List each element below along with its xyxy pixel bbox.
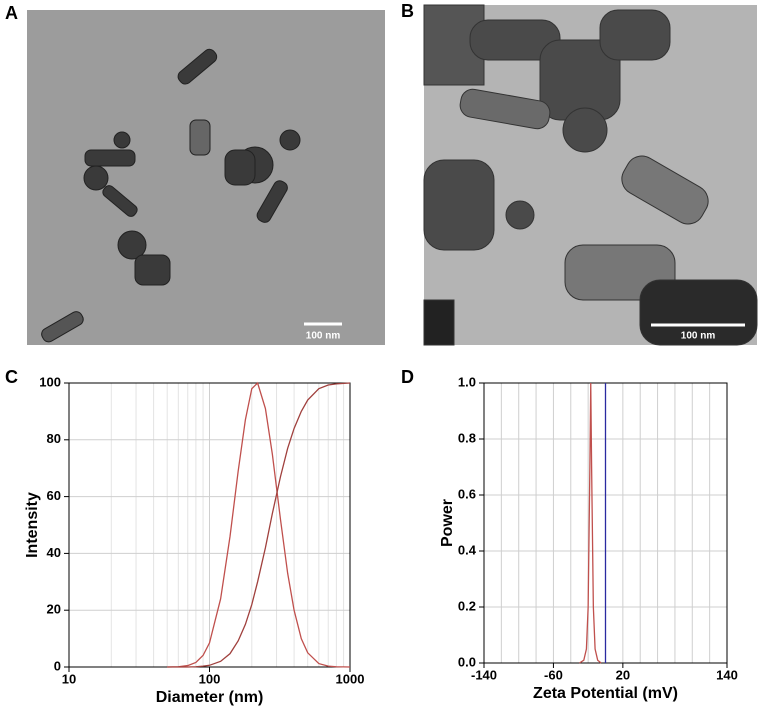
x-tick-label: 20 <box>616 667 630 682</box>
y-tick-label: 40 <box>47 545 61 560</box>
series-line <box>579 382 602 664</box>
y-tick-label: 0.6 <box>458 486 476 501</box>
panel-label: D <box>401 367 414 387</box>
panel-label: A <box>5 3 18 23</box>
x-tick-label: 100 <box>199 671 221 686</box>
y-tick-label: 1.0 <box>458 374 476 389</box>
tem-image-a <box>27 10 385 345</box>
y-tick-label: 0.8 <box>458 430 476 445</box>
scale-bar-label: 100 nm <box>306 331 341 342</box>
x-tick-label: 140 <box>716 667 738 682</box>
y-tick-label: 80 <box>47 431 61 446</box>
panel-label: B <box>401 1 414 21</box>
x-tick-label: 10 <box>62 671 76 686</box>
y-tick-label: 20 <box>47 602 61 617</box>
y-tick-label: 0.4 <box>458 542 477 557</box>
plot-frame <box>68 382 351 668</box>
x-axis-label: Zeta Potential (mV) <box>533 685 678 702</box>
y-tick-label: 0.0 <box>458 654 476 669</box>
x-tick-label: -60 <box>544 667 563 682</box>
x-axis-label: Diameter (nm) <box>156 689 264 706</box>
y-tick-label: 0 <box>54 658 61 673</box>
series-line <box>167 381 351 668</box>
tem-image-b <box>423 4 758 346</box>
scale-bar-label: 100 nm <box>681 331 716 342</box>
y-tick-label: 60 <box>47 488 61 503</box>
x-tick-label: -140 <box>471 667 497 682</box>
y-tick-label: 100 <box>39 374 61 389</box>
x-tick-label: 1000 <box>336 671 365 686</box>
series-line <box>167 382 351 668</box>
y-axis-label: Power <box>439 499 456 547</box>
panel-label: C <box>5 367 18 387</box>
y-tick-label: 0.2 <box>458 598 476 613</box>
y-axis-label: Intensity <box>24 492 41 558</box>
